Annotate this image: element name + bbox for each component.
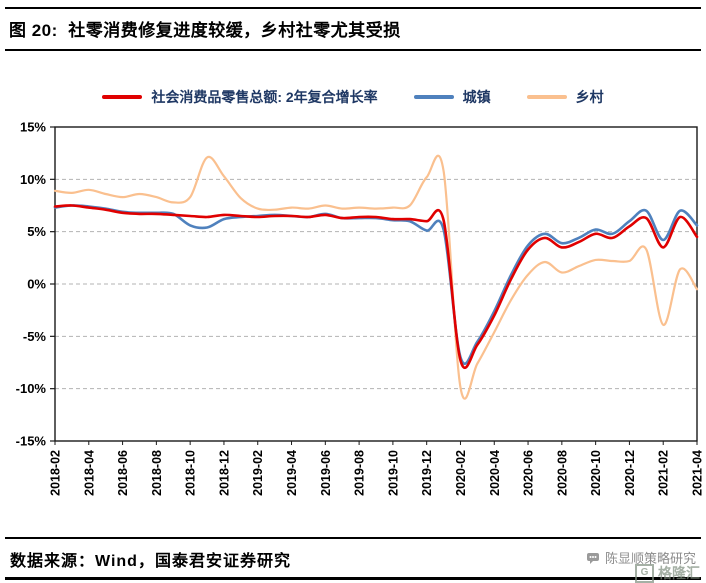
svg-text:2018-04: 2018-04 — [82, 450, 96, 496]
svg-text:2018-02: 2018-02 — [49, 450, 63, 496]
legend-swatch-total — [102, 95, 143, 99]
legend-item-rural: 乡村 — [526, 87, 604, 107]
figure-title: 图 20: 社零消费修复进度较缓，乡村社零尤其受损 — [9, 21, 401, 40]
legend-item-urban: 城镇 — [413, 87, 491, 107]
wechat-icon — [586, 552, 599, 564]
legend-label-rural: 乡村 — [575, 89, 604, 105]
svg-text:-5%: -5% — [23, 329, 47, 344]
svg-text:2018-12: 2018-12 — [217, 450, 231, 496]
report-page: 图 20: 社零消费修复进度较缓，乡村社零尤其受损 社会消费品零售总额: 2年复… — [0, 7, 706, 583]
gelonghui-text: 格隆汇 — [658, 565, 700, 581]
svg-text:-10%: -10% — [16, 381, 47, 396]
legend-label-total: 社会消费品零售总额: 2年复合增长率 — [151, 89, 378, 105]
svg-text:0%: 0% — [27, 277, 46, 292]
divider-bottom — [5, 577, 701, 580]
svg-text:15%: 15% — [20, 120, 46, 135]
legend-item-total: 社会消费品零售总额: 2年复合增长率 — [102, 87, 378, 107]
watermark-text: 陈显顺策略研究 — [604, 551, 696, 566]
divider-title — [5, 49, 701, 51]
watermark: 陈显顺策略研究 — [586, 548, 696, 567]
footer: 数据来源：Wind，国泰君安证券研究 — [0, 539, 706, 577]
svg-text:-15%: -15% — [16, 434, 47, 449]
svg-text:2020-02: 2020-02 — [454, 450, 468, 496]
svg-text:2019-04: 2019-04 — [285, 450, 299, 496]
svg-text:2019-12: 2019-12 — [420, 450, 434, 496]
svg-text:2018-06: 2018-06 — [116, 450, 130, 496]
svg-text:2020-06: 2020-06 — [522, 450, 536, 496]
svg-text:2021-04: 2021-04 — [691, 450, 704, 496]
line-chart: -15% -10% -5% 0% 5% 10% 15% 2018-02 2018-04 2018-… — [0, 117, 706, 509]
svg-text:2020-04: 2020-04 — [488, 450, 502, 496]
svg-text:2020-08: 2020-08 — [555, 450, 569, 496]
svg-text:10%: 10% — [20, 172, 46, 187]
legend-swatch-rural — [526, 95, 567, 99]
chart-legend: 社会消费品零售总额: 2年复合增长率 城镇 乡村 — [0, 87, 706, 107]
svg-text:5%: 5% — [27, 224, 46, 239]
svg-text:2019-02: 2019-02 — [251, 450, 265, 496]
svg-text:2018-08: 2018-08 — [150, 450, 164, 496]
data-source: 数据来源：Wind，国泰君安证券研究 — [10, 553, 291, 570]
divider-footer-top — [5, 537, 701, 539]
divider-top — [5, 7, 701, 9]
svg-text:2020-10: 2020-10 — [589, 450, 603, 496]
gelonghui-logo: G 格隆汇 — [635, 563, 700, 583]
svg-text:2019-06: 2019-06 — [319, 450, 333, 496]
gelonghui-icon: G — [635, 563, 654, 583]
svg-text:2020-12: 2020-12 — [623, 450, 637, 496]
svg-text:2021-02: 2021-02 — [657, 450, 671, 496]
svg-text:2018-10: 2018-10 — [184, 450, 198, 496]
line-chart-svg: -15% -10% -5% 0% 5% 10% 15% 2018-02 2018-04 2018-… — [16, 120, 704, 496]
svg-text:2019-10: 2019-10 — [386, 450, 400, 496]
svg-text:2019-08: 2019-08 — [353, 450, 367, 496]
legend-swatch-urban — [413, 95, 454, 99]
legend-label-urban: 城镇 — [462, 89, 491, 105]
